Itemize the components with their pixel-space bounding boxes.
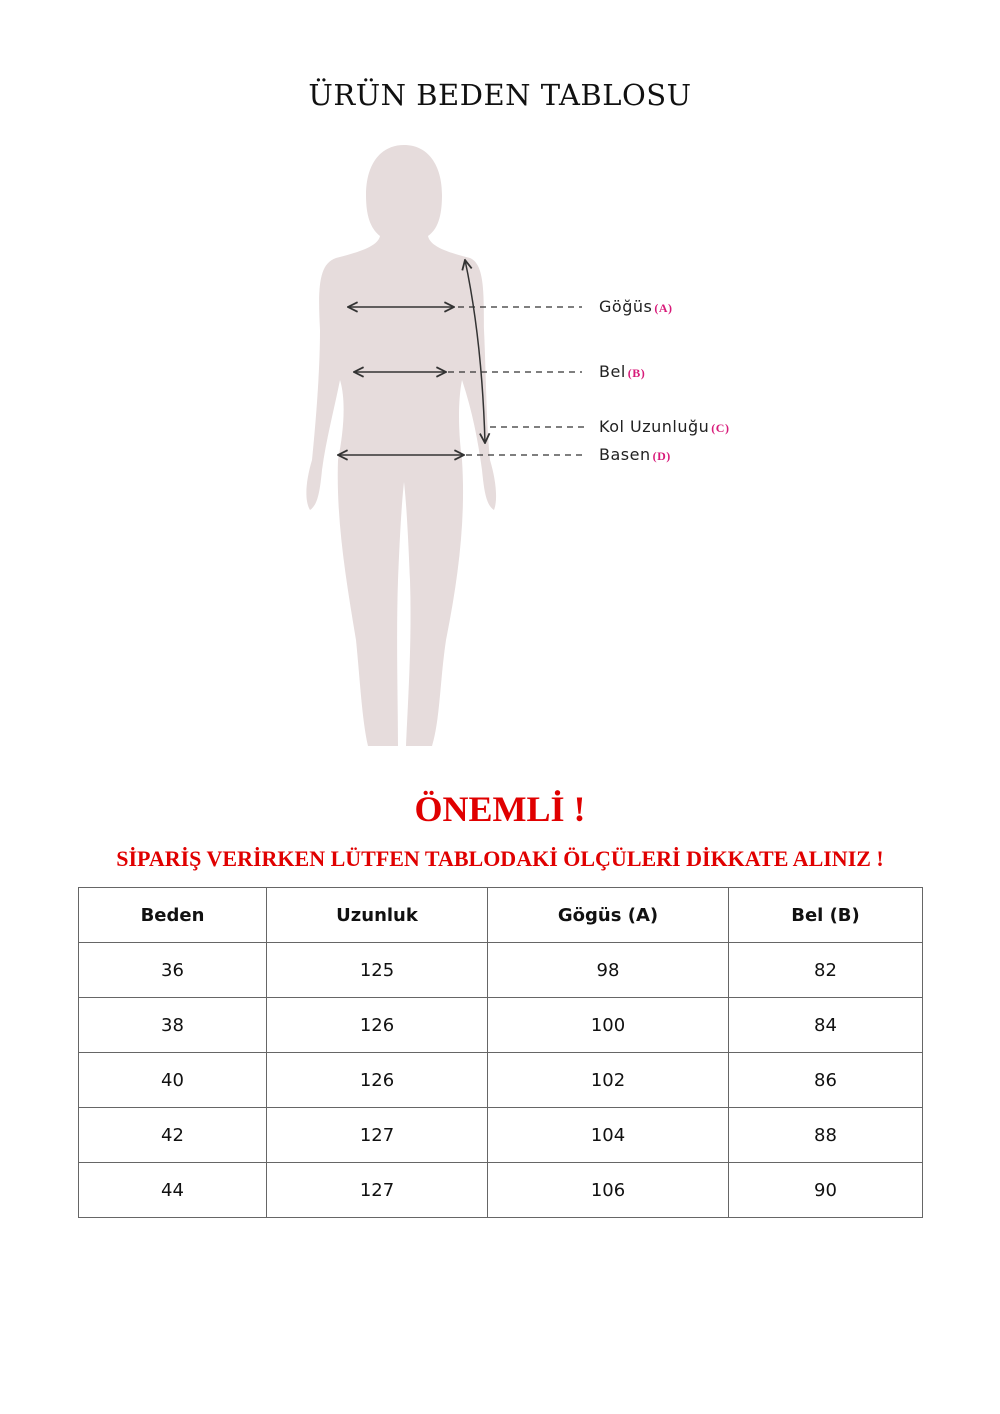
cell: 98 xyxy=(487,942,729,998)
cell: 127 xyxy=(266,1107,488,1163)
cell: 36 xyxy=(78,942,267,998)
table-row: 36 125 98 82 xyxy=(78,942,923,998)
table-row: 40 126 102 86 xyxy=(78,1052,923,1108)
table-row: 42 127 104 88 xyxy=(78,1107,923,1163)
body-silhouette-diagram xyxy=(306,145,585,746)
cell: 126 xyxy=(266,1052,488,1108)
label-chest: Göğüs (A) xyxy=(599,297,673,316)
cell: 44 xyxy=(78,1162,267,1218)
cell: 100 xyxy=(487,997,729,1053)
cell: 127 xyxy=(266,1162,488,1218)
cell: 42 xyxy=(78,1107,267,1163)
cell: 84 xyxy=(728,997,923,1053)
size-table: Beden Uzunluk Gögüs (A) Bel (B) 36 125 98 8… xyxy=(78,887,923,1218)
header-waist: Bel (B) xyxy=(728,887,923,943)
cell: 82 xyxy=(728,942,923,998)
cell: 126 xyxy=(266,997,488,1053)
sleeve-arrow xyxy=(465,260,485,443)
cell: 88 xyxy=(728,1107,923,1163)
header-chest: Gögüs (A) xyxy=(487,887,729,943)
header-size: Beden xyxy=(78,887,267,943)
cell: 38 xyxy=(78,997,267,1053)
page-title: ÜRÜN BEDEN TABLOSU xyxy=(308,78,692,112)
label-hip: Basen (D) xyxy=(599,445,671,464)
cell: 86 xyxy=(728,1052,923,1108)
table-row: 44 127 106 90 xyxy=(78,1162,923,1218)
cell: 104 xyxy=(487,1107,729,1163)
cell: 106 xyxy=(487,1162,729,1218)
cell: 40 xyxy=(78,1052,267,1108)
table-row: 38 126 100 84 xyxy=(78,997,923,1053)
label-sleeve-length: Kol Uzunluğu (C) xyxy=(599,417,730,436)
label-waist: Bel (B) xyxy=(599,362,646,381)
cell: 102 xyxy=(487,1052,729,1108)
header-length: Uzunluk xyxy=(266,887,488,943)
cell: 90 xyxy=(728,1162,923,1218)
order-warning: SİPARİŞ VERİRKEN LÜTFEN TABLODAKİ ÖLÇÜLE… xyxy=(116,846,884,871)
table-header-row: Beden Uzunluk Gögüs (A) Bel (B) xyxy=(78,887,923,943)
important-heading: ÖNEMLİ ! xyxy=(414,789,586,829)
silhouette-shape xyxy=(306,145,497,746)
cell: 125 xyxy=(266,942,488,998)
